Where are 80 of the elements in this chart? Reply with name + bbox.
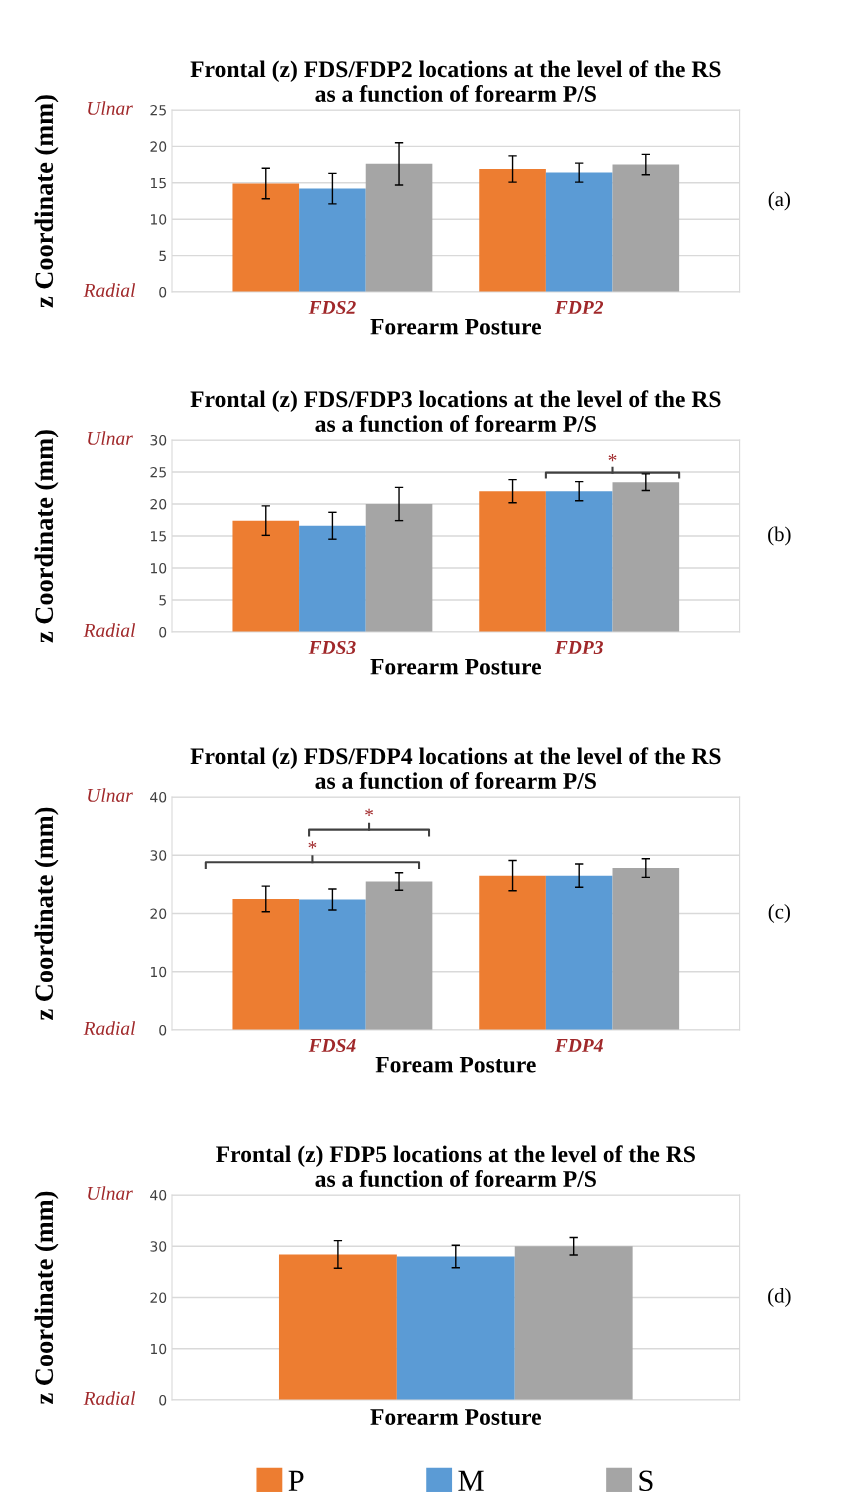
bar: [299, 899, 366, 1030]
y-tick-label: 15: [150, 177, 166, 189]
bar: [299, 525, 366, 632]
text: (d): [768, 1288, 791, 1307]
chart-title: Frontal (z) FDS/FDP4 locations at the level of the RS as a function of forearm P/S: [190, 747, 721, 789]
bar: [232, 183, 300, 292]
x-tick-label: FDS2: [308, 300, 356, 315]
y-tick-label: 30: [150, 1241, 167, 1252]
y-axis-title: z Coordinate (mm): [34, 430, 59, 643]
x-tick-label: FDP4: [554, 1039, 603, 1052]
y-tick-label: 5: [159, 595, 166, 606]
text: Radial: [83, 1021, 136, 1035]
y-tick-label: 10: [150, 966, 167, 978]
bar: [232, 898, 300, 1030]
y-tick-label: 10: [150, 1343, 167, 1355]
bar: [365, 504, 433, 632]
y-tick-label: 20: [150, 498, 167, 510]
y-tick-label: 10: [150, 562, 167, 574]
y-tick-label: 25: [150, 104, 166, 116]
bar: [545, 875, 613, 1030]
annotation: *: [365, 808, 373, 816]
bar: [545, 172, 613, 292]
y-tick-label: 10: [150, 214, 167, 225]
x-tick-label: FDP3: [554, 640, 603, 655]
x-axis-title: Foream Posture: [375, 1056, 536, 1073]
y-tick-label: 15: [150, 531, 166, 542]
y-axis-title: z Coordinate (mm): [34, 1191, 59, 1404]
bar: [479, 491, 546, 632]
x-tick-label: FDS3: [308, 640, 356, 655]
bar: [514, 1246, 633, 1400]
bar: [232, 520, 300, 632]
y-tick-label: 25: [150, 466, 166, 478]
bar: [365, 163, 433, 292]
y-axis-title: z Coordinate (mm): [34, 807, 59, 1020]
x-axis-title: Forearm Posture: [370, 318, 541, 335]
chart-title: Frontal (z) FDP5 locations at the level of the RS as a function of forearm P/S: [216, 1145, 695, 1187]
annotation: *: [308, 841, 317, 849]
x-tick-label: FDS4: [308, 1038, 356, 1053]
chart-title: Frontal (z) FDS/FDP2 locations at the level of the RS as a function of forearm P/S: [190, 60, 721, 102]
y-tick-label: 20: [150, 908, 167, 919]
text: (b): [768, 526, 791, 546]
y-tick-label: 0: [159, 626, 167, 638]
bar: [365, 881, 433, 1030]
text: (a): [768, 191, 790, 211]
text: Ulnar: [88, 431, 133, 445]
y-tick-label: 40: [150, 1189, 167, 1201]
legend-label: P: [288, 1470, 304, 1491]
y-tick-label: 20: [150, 1292, 167, 1303]
text: Radial: [83, 283, 136, 297]
y-tick-label: 0: [159, 1394, 167, 1406]
bar: [479, 875, 546, 1030]
x-axis-title: Forearm Posture: [370, 1409, 541, 1425]
bar: [479, 168, 546, 292]
legend-label: S: [639, 1470, 653, 1492]
text: Ulnar: [88, 788, 133, 802]
text: Radial: [83, 623, 136, 637]
legend-label: M: [458, 1470, 484, 1491]
bar: [612, 868, 680, 1030]
y-tick-label: 20: [150, 141, 167, 152]
annotation: *: [608, 454, 617, 462]
bar: [396, 1256, 515, 1400]
bar: [299, 188, 366, 292]
y-tick-label: 0: [159, 286, 167, 298]
y-tick-label: 0: [159, 1024, 167, 1036]
chart-title: Frontal (z) FDS/FDP3 locations at the level of the RS as a function of forearm P/S: [190, 390, 721, 432]
x-tick-label: FDP2: [554, 300, 604, 314]
bar: [612, 164, 680, 292]
y-tick-label: 30: [150, 850, 167, 861]
y-axis-title: z Coordinate (mm): [34, 95, 59, 308]
text: Ulnar: [88, 101, 133, 115]
bar: [278, 1254, 397, 1400]
bar: [545, 491, 613, 632]
y-tick-label: 30: [150, 434, 167, 446]
text: (c): [768, 904, 790, 923]
text: Radial: [83, 1391, 136, 1405]
x-axis-title: Forearm Posture: [370, 658, 541, 675]
y-tick-label: 40: [150, 791, 167, 803]
y-tick-label: 5: [159, 250, 166, 262]
text: Ulnar: [88, 1186, 133, 1200]
bar: [612, 482, 680, 632]
